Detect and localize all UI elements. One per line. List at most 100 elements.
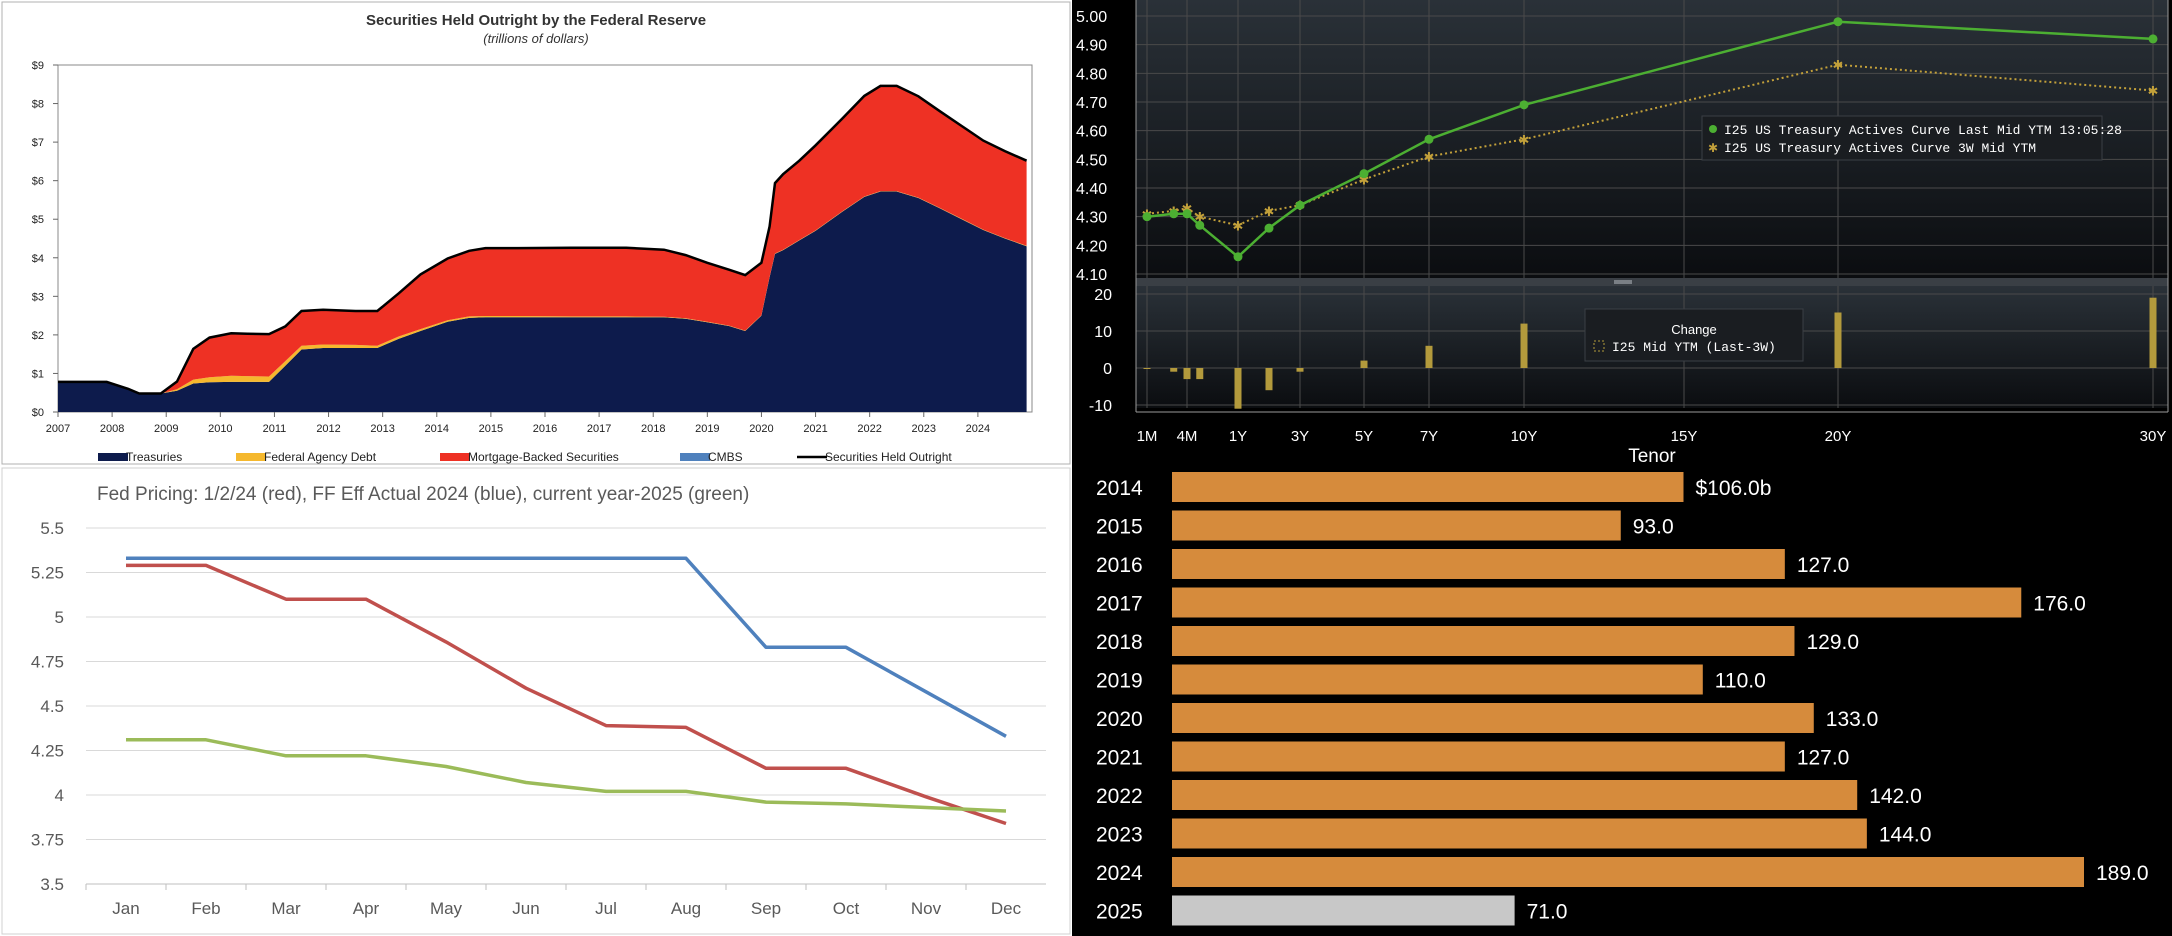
bars-value-label: 189.0 xyxy=(2096,862,2149,885)
yc-divider-handle[interactable] xyxy=(1614,280,1632,284)
fed-y-tick-label: $2 xyxy=(32,330,44,342)
bars-value-label: 127.0 xyxy=(1797,554,1850,577)
bars-value-label: 144.0 xyxy=(1879,824,1932,847)
yc-change-bar xyxy=(1170,368,1178,372)
yc-y-tick-label: 4.90 xyxy=(1076,38,1107,55)
fed-total-line xyxy=(58,84,1028,395)
yc-3w-point: ✱ xyxy=(1359,172,1370,187)
fed-x-tick-label: 2022 xyxy=(857,423,881,435)
ff-y-tick-label: 5.25 xyxy=(31,564,64,583)
ff-y-tick-label: 3.75 xyxy=(31,831,64,850)
ff-y-tick-label: 4.25 xyxy=(31,742,64,761)
yc-change-tick-label: -10 xyxy=(1089,398,1112,415)
yc-y-tick-label: 4.30 xyxy=(1076,210,1107,227)
fed-x-tick-label: 2020 xyxy=(749,423,773,435)
fed-legend-label: Securities Held Outright xyxy=(825,450,952,464)
ff-y-tick-label: 4.75 xyxy=(31,653,64,672)
yc-legend-last: I25 US Treasury Actives Curve Last Mid Y… xyxy=(1724,123,2122,138)
fed-y-tick-label: $3 xyxy=(32,291,44,303)
yc-last-point xyxy=(1295,200,1305,210)
yc-tenor-label: 7Y xyxy=(1420,428,1438,445)
fed-x-tick-label: 2023 xyxy=(912,423,936,435)
yc-change-bar xyxy=(1296,368,1304,372)
yc-x-axis-title: Tenor xyxy=(1628,446,1676,466)
yc-last-point xyxy=(1233,252,1243,262)
ff-x-tick-label: Aug xyxy=(671,899,701,918)
fed-legend-label: Treasuries xyxy=(126,450,182,464)
yc-last-point xyxy=(1182,209,1192,219)
ff-chart-title: Fed Pricing: 1/2/24 (red), FF Eff Actual… xyxy=(97,484,749,505)
bars-value-label: 93.0 xyxy=(1633,516,1674,539)
bars-value-label: $106.0b xyxy=(1695,477,1771,500)
yc-change-tick-label: 0 xyxy=(1103,361,1112,378)
fed-y-tick-label: $0 xyxy=(32,407,44,419)
yc-3w-point: ✱ xyxy=(1264,204,1275,219)
ff-x-tick-label: Oct xyxy=(833,899,860,918)
yc-3w-point: ✱ xyxy=(1182,201,1193,216)
yc-y-tick-label: 4.80 xyxy=(1076,66,1107,83)
yc-change-bar xyxy=(1196,368,1204,380)
yc-y-tick-label: 4.70 xyxy=(1076,95,1107,112)
yc-tenor-label: 10Y xyxy=(1511,428,1538,445)
annual-bars-chart: 2014 $106.0b 2015 93.0 2016 127.0 2017 176.0 201… xyxy=(1072,466,2172,936)
yc-change-bar xyxy=(1834,312,1842,368)
fed-area-treasuries xyxy=(58,191,1027,412)
bars-year-label: 2018 xyxy=(1096,631,1143,654)
yield-curve-panel: ✱✱✱✱✱✱✱✱✱✱✱✱ 4.104.204.304.404.504.604.7… xyxy=(1072,0,2172,466)
bars-value-label: 110.0 xyxy=(1715,670,1766,693)
fed-legend-swatch xyxy=(98,453,128,461)
ff-x-tick-label: Nov xyxy=(911,899,942,918)
yc-change-legend: I25 Mid YTM (Last-3W) xyxy=(1612,340,1776,355)
yc-last-point xyxy=(1169,209,1179,219)
bars-value-label: 133.0 xyxy=(1826,708,1879,731)
bars-bar xyxy=(1172,818,1867,849)
bars-value-label: 129.0 xyxy=(1806,631,1859,654)
fed-x-tick-label: 2024 xyxy=(966,423,990,435)
bars-bar xyxy=(1172,857,2084,887)
yc-last-point xyxy=(1359,169,1369,179)
ff-x-tick-label: Dec xyxy=(991,899,1022,918)
fed-legend-label: Federal Agency Debt xyxy=(264,450,377,464)
ff-x-tick-label: Sep xyxy=(751,899,781,918)
fed-x-tick-label: 2008 xyxy=(100,423,124,435)
bars-bar xyxy=(1172,587,2022,618)
bars-year-label: 2023 xyxy=(1096,824,1143,847)
yc-divider[interactable] xyxy=(1136,278,2168,286)
fed-x-tick-label: 2012 xyxy=(316,423,340,435)
fed-pricing-chart: Fed Pricing: 1/2/24 (red), FF Eff Actual… xyxy=(1,467,1071,935)
yc-tenor-label: 30Y xyxy=(2140,428,2167,445)
yc-legend-box xyxy=(1701,115,2103,161)
fed-y-tick-label: $8 xyxy=(32,99,44,111)
yc-3w-point: ✱ xyxy=(1424,149,1435,164)
yc-change-bar xyxy=(1143,368,1151,369)
yc-change-bar xyxy=(1234,368,1242,409)
yc-3w-point: ✱ xyxy=(1519,132,1530,147)
ff-line-blue xyxy=(126,556,1007,738)
ff-x-tick-label: Jul xyxy=(595,899,617,918)
fed-pricing-panel: Fed Pricing: 1/2/24 (red), FF Eff Actual… xyxy=(0,466,1072,936)
yc-change-bar xyxy=(1265,368,1273,391)
fed-legend-swatch xyxy=(680,453,710,461)
ff-x-tick-label: May xyxy=(430,899,463,918)
bars-year-label: 2025 xyxy=(1096,901,1143,924)
yield-curve-chart: ✱✱✱✱✱✱✱✱✱✱✱✱ 4.104.204.304.404.504.604.7… xyxy=(1072,0,2172,466)
bars-year-label: 2014 xyxy=(1096,477,1143,500)
fed-legend-swatch xyxy=(236,453,266,461)
fed-legend-swatch xyxy=(440,453,470,461)
bars-year-label: 2016 xyxy=(1096,554,1143,577)
yc-tenor-label: 3Y xyxy=(1291,428,1309,445)
yc-legend-last-marker xyxy=(1709,125,1717,133)
fed-x-tick-label: 2019 xyxy=(695,423,719,435)
fed-x-tick-label: 2021 xyxy=(803,423,827,435)
bars-year-label: 2020 xyxy=(1096,708,1143,731)
ff-y-tick-label: 3.5 xyxy=(40,875,64,894)
bars-year-label: 2015 xyxy=(1096,516,1143,539)
yc-change-bar xyxy=(1425,345,1433,368)
annual-bars-panel: 2014 $106.0b 2015 93.0 2016 127.0 2017 176.0 201… xyxy=(1072,466,2172,936)
bars-year-label: 2022 xyxy=(1096,785,1143,808)
yc-last-point xyxy=(1833,17,1843,27)
yc-tenor-label: 20Y xyxy=(1825,428,1852,445)
yc-last-point xyxy=(2148,34,2158,44)
yc-3w-point: ✱ xyxy=(1194,210,1205,225)
fed-area-mortgage-backed-securities xyxy=(58,86,1027,394)
